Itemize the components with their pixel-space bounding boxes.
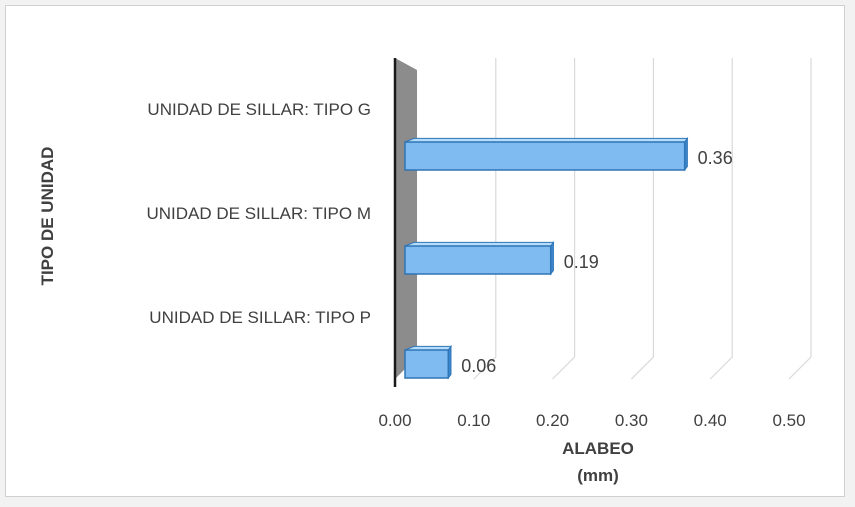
- bar: [404, 344, 452, 380]
- chart-svg: 0.00 0.10 0.20 0.30 0.40 0.50 0.36 UNIDAD DE SI…: [38, 58, 812, 485]
- category-label: UNIDAD DE SILLAR: TIPO G: [147, 100, 371, 119]
- category-label: UNIDAD DE SILLAR: TIPO M: [146, 204, 371, 223]
- bar-front-face: [404, 141, 686, 171]
- gridline: [630, 58, 654, 380]
- gridline: [709, 58, 733, 380]
- x-tick-label: 0.50: [772, 411, 805, 430]
- x-tick-label: 0.00: [378, 411, 411, 430]
- y-axis-title: TIPO DE UNIDAD: [38, 147, 57, 286]
- gridline: [552, 58, 576, 380]
- bars: [404, 136, 689, 380]
- data-label: 0.36: [698, 148, 733, 168]
- bar-front-face: [404, 245, 552, 275]
- bar-front-face: [404, 349, 450, 379]
- x-tick-label: 0.40: [694, 411, 727, 430]
- data-label: 0.06: [461, 356, 496, 376]
- bar: [404, 136, 689, 172]
- gridline: [473, 58, 497, 380]
- x-axis-title-line1: ALABEO: [562, 439, 634, 458]
- bar: [404, 240, 555, 276]
- x-tick-label: 0.20: [536, 411, 569, 430]
- gridline: [788, 58, 812, 380]
- labels: 0.00 0.10 0.20 0.30 0.40 0.50 0.36 UNIDAD DE SI…: [146, 100, 805, 430]
- axis-wall: [395, 58, 417, 379]
- x-tick-label: 0.30: [615, 411, 648, 430]
- chart-card: 0.00 0.10 0.20 0.30 0.40 0.50 0.36 UNIDAD DE SI…: [5, 5, 845, 497]
- data-label: 0.19: [564, 252, 599, 272]
- x-axis-title-line2: (mm): [577, 466, 619, 485]
- gridlines: [473, 58, 812, 380]
- category-label: UNIDAD DE SILLAR: TIPO P: [149, 308, 371, 327]
- x-tick-label: 0.10: [457, 411, 490, 430]
